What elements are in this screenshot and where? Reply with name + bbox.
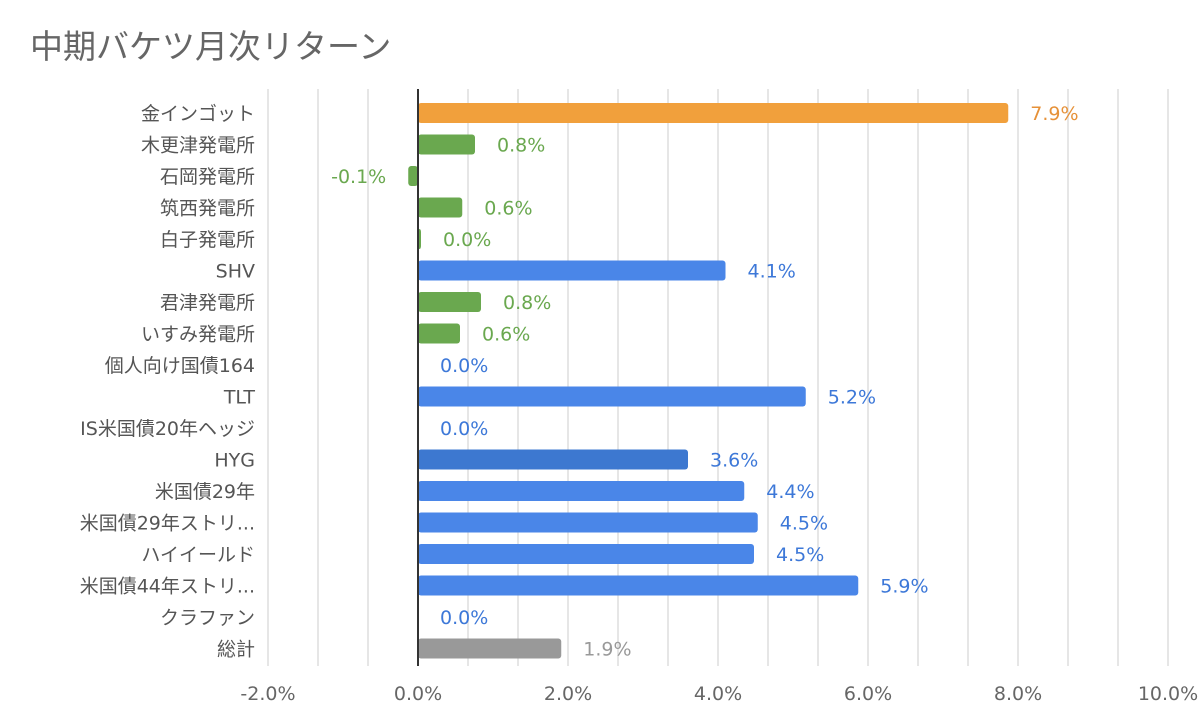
data-label: 0.6% xyxy=(484,198,532,220)
bar xyxy=(418,449,688,470)
data-label: 3.6% xyxy=(710,450,758,472)
data-label: 5.9% xyxy=(880,576,928,598)
category-label: 木更津発電所 xyxy=(141,135,255,157)
category-label: 総計 xyxy=(217,639,255,661)
category-label: 金インゴット xyxy=(141,103,255,125)
category-label: ハイイールド xyxy=(141,544,255,566)
x-tick-label: 4.0% xyxy=(694,683,742,705)
data-label: 0.0% xyxy=(440,355,488,377)
x-tick-label: 6.0% xyxy=(844,683,892,705)
data-label: 0.0% xyxy=(443,229,491,251)
bar xyxy=(418,103,1009,123)
category-label: 個人向け国債164 xyxy=(105,355,255,377)
data-label: -0.1% xyxy=(331,166,386,188)
category-label: 筑西発電所 xyxy=(160,198,255,220)
data-label: 0.0% xyxy=(440,607,488,629)
bar xyxy=(418,575,859,596)
category-label: 米国債29年 xyxy=(155,481,255,503)
category-label: クラファン xyxy=(160,607,255,629)
bar xyxy=(418,134,475,155)
category-label: 白子発電所 xyxy=(160,229,255,251)
data-label: 4.5% xyxy=(780,513,828,535)
x-tick-label: 0.0% xyxy=(394,683,442,705)
category-label: TLT xyxy=(223,387,256,409)
category-label: 君津発電所 xyxy=(160,292,255,314)
category-label: HYG xyxy=(214,450,255,472)
data-label: 0.8% xyxy=(497,135,545,157)
bar xyxy=(418,481,745,501)
bar xyxy=(418,544,754,564)
data-label: 1.9% xyxy=(583,639,631,661)
bar xyxy=(408,166,418,186)
x-tick-label: -2.0% xyxy=(240,683,295,705)
data-label: 0.0% xyxy=(440,418,488,440)
bar xyxy=(418,323,460,344)
data-label: 0.6% xyxy=(482,324,530,346)
bar xyxy=(418,386,806,407)
data-label: 5.2% xyxy=(828,387,876,409)
bar xyxy=(418,512,758,533)
category-label: 石岡発電所 xyxy=(160,166,255,188)
category-label: いすみ発電所 xyxy=(141,324,255,346)
bar xyxy=(418,197,463,218)
category-label: 米国債29年ストリ... xyxy=(80,513,255,535)
data-label: 4.4% xyxy=(766,481,814,503)
data-label: 7.9% xyxy=(1030,103,1078,125)
x-tick-label: 2.0% xyxy=(544,683,592,705)
data-label: 4.5% xyxy=(776,544,824,566)
data-label: 4.1% xyxy=(748,261,796,283)
bar xyxy=(418,260,726,281)
bar xyxy=(418,292,481,312)
category-label: 米国債44年ストリ... xyxy=(80,576,255,598)
chart-title: 中期バケツ月次リターン xyxy=(30,27,392,66)
bar xyxy=(418,638,562,659)
category-label: IS米国債20年ヘッジ xyxy=(80,418,255,440)
x-tick-label: 10.0% xyxy=(1138,683,1198,705)
category-label: SHV xyxy=(216,261,255,283)
data-label: 0.8% xyxy=(503,292,551,314)
x-tick-label: 8.0% xyxy=(994,683,1042,705)
